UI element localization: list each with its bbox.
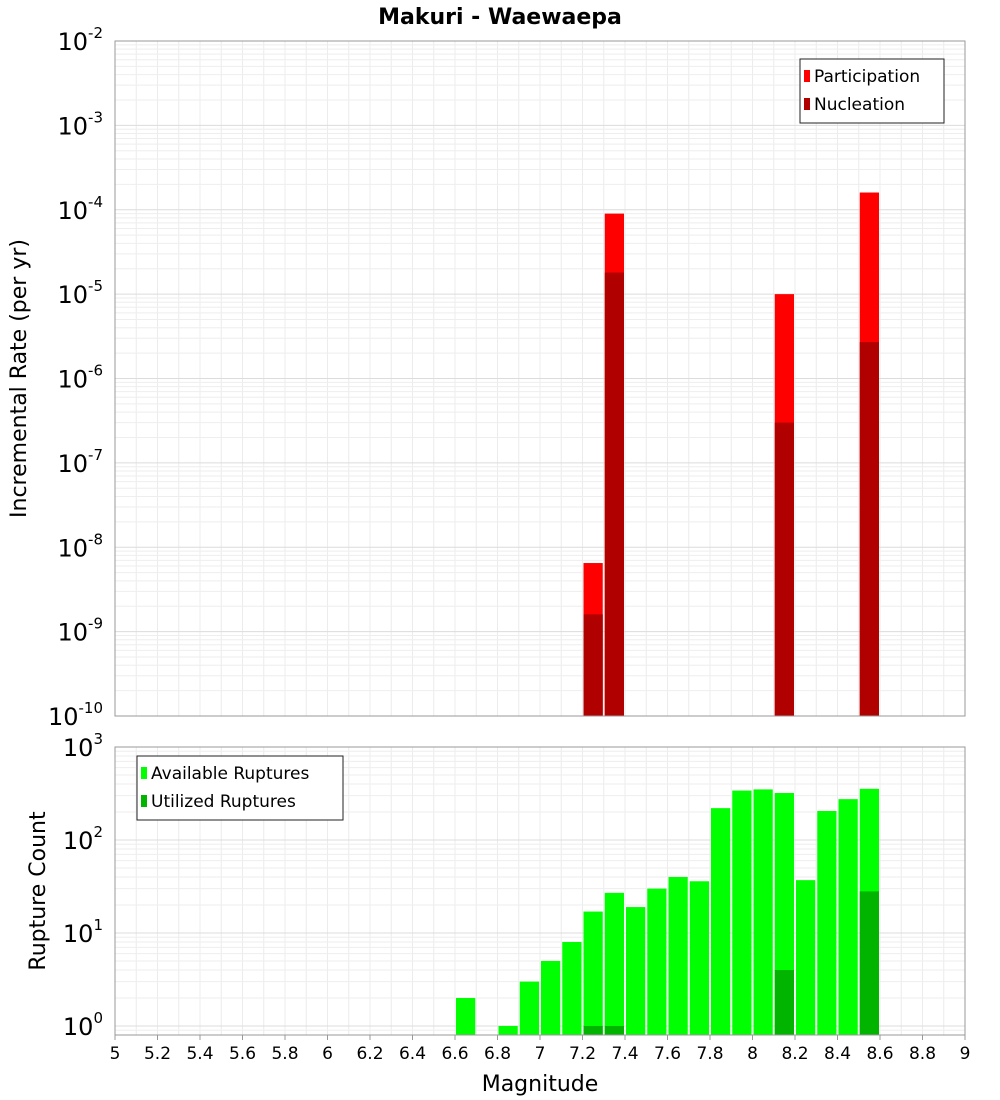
bar-utilized-ruptures <box>859 891 879 1035</box>
x-tick-label: 8.8 <box>909 1044 936 1064</box>
bar-available-ruptures <box>626 907 646 1035</box>
x-tick-label: 7 <box>535 1044 546 1064</box>
y-tick-label: 10-2 <box>57 24 103 56</box>
y-tick-label: 103 <box>63 730 103 762</box>
y-tick-label: 10-8 <box>57 530 103 562</box>
bar-available-ruptures <box>456 997 476 1035</box>
bar-available-ruptures <box>711 808 731 1035</box>
y-tick-label: 10-10 <box>48 699 103 731</box>
bar-utilized-ruptures <box>774 969 794 1035</box>
rate-plot-bars <box>583 192 879 717</box>
rate-plot: 10-10 10-9 10-8 10-7 10-6 10-5 10-4 10-3 10-2 In… <box>7 24 966 731</box>
rate-plot-grid <box>114 40 966 717</box>
bar-nucleation <box>604 272 624 716</box>
count-plot: 100 101 102 103 5 5.2 5.4 5.6 5.8 6 6.2 6.4 6.6 6.8 7… <box>26 730 970 1097</box>
bar-available-ruptures <box>796 880 816 1035</box>
bar-available-ruptures <box>647 888 667 1035</box>
bar-available-ruptures <box>689 881 709 1035</box>
legend-label: Available Ruptures <box>151 764 309 784</box>
bar-available-ruptures <box>583 911 603 1035</box>
legend-label: Nucleation <box>814 95 905 115</box>
x-tick-label: 8 <box>747 1044 758 1064</box>
y-tick-label: 10-3 <box>57 108 103 140</box>
x-tick-label: 7.8 <box>696 1044 723 1064</box>
x-tick-label: 5.4 <box>186 1044 213 1064</box>
x-tick-label: 6.2 <box>356 1044 383 1064</box>
x-tick-label: 5.8 <box>271 1044 298 1064</box>
x-tick-label: 8.2 <box>781 1044 808 1064</box>
y-tick-label: 10-4 <box>57 193 103 225</box>
y-tick-label: 10-5 <box>57 277 103 309</box>
x-tick-label: 6.6 <box>441 1044 468 1064</box>
y-tick-label: 10-9 <box>57 615 103 647</box>
x-tick-label: 5 <box>110 1044 121 1064</box>
bar-available-ruptures <box>604 892 624 1035</box>
x-tick-label: 6 <box>322 1044 333 1064</box>
bar-available-ruptures <box>668 877 688 1035</box>
chart-title: Makuri - Waewaepa <box>378 5 622 30</box>
y-tick-label: 101 <box>63 916 103 948</box>
bar-nucleation <box>859 342 879 716</box>
bar-available-ruptures <box>753 789 773 1035</box>
legend-swatch <box>804 98 810 110</box>
bar-available-ruptures <box>562 942 582 1035</box>
count-plot-y-ticks: 100 101 102 103 <box>63 730 103 1041</box>
bar-available-ruptures <box>817 811 837 1035</box>
rate-legend: Participation Nucleation <box>799 58 945 124</box>
bar-available-ruptures <box>541 960 561 1035</box>
x-tick-label: 6.8 <box>484 1044 511 1064</box>
legend-label: Participation <box>814 67 920 87</box>
x-tick-label: 7.6 <box>654 1044 681 1064</box>
y-tick-label: 102 <box>63 823 103 855</box>
bar-nucleation <box>774 422 794 716</box>
bar-utilized-ruptures <box>604 1025 624 1035</box>
x-tick-label: 6.4 <box>399 1044 426 1064</box>
x-tick-label: 5.6 <box>229 1044 256 1064</box>
count-y-axis-label: Rupture Count <box>26 811 51 971</box>
legend-box <box>799 58 945 124</box>
bar-available-ruptures <box>838 799 858 1035</box>
bar-available-ruptures <box>732 790 752 1035</box>
y-tick-label: 10-6 <box>57 362 103 394</box>
bar-utilized-ruptures <box>583 1025 603 1035</box>
legend-swatch <box>141 767 147 779</box>
legend-swatch <box>141 795 147 807</box>
x-tick-label: 5.2 <box>144 1044 171 1064</box>
bar-available-ruptures <box>498 1025 518 1035</box>
magnitude-x-ticks: 5 5.2 5.4 5.6 5.8 6 6.2 6.4 6.6 6.8 7 7.2 7.4 7.6 7.8 8… <box>110 1035 971 1064</box>
count-plot-bars <box>456 788 879 1035</box>
legend-label: Utilized Ruptures <box>151 792 296 812</box>
legend-swatch <box>804 70 810 82</box>
x-tick-label: 8.6 <box>866 1044 893 1064</box>
x-axis-label: Magnitude <box>482 1072 599 1097</box>
x-tick-label: 7.2 <box>569 1044 596 1064</box>
rate-plot-frame <box>114 40 966 717</box>
x-tick-label: 8.4 <box>824 1044 851 1064</box>
y-tick-label: 100 <box>63 1009 103 1041</box>
rate-plot-y-ticks: 10-10 10-9 10-8 10-7 10-6 10-5 10-4 10-3 10-2 <box>48 24 103 731</box>
bar-available-ruptures <box>519 981 539 1035</box>
count-legend: Available Ruptures Utilized Ruptures <box>136 755 344 821</box>
x-tick-label: 7.4 <box>611 1044 638 1064</box>
legend-box <box>136 755 344 821</box>
rate-y-axis-label: Incremental Rate (per yr) <box>7 239 32 518</box>
x-tick-label: 9 <box>960 1044 971 1064</box>
y-tick-label: 10-7 <box>57 446 103 478</box>
bar-nucleation <box>583 614 603 716</box>
